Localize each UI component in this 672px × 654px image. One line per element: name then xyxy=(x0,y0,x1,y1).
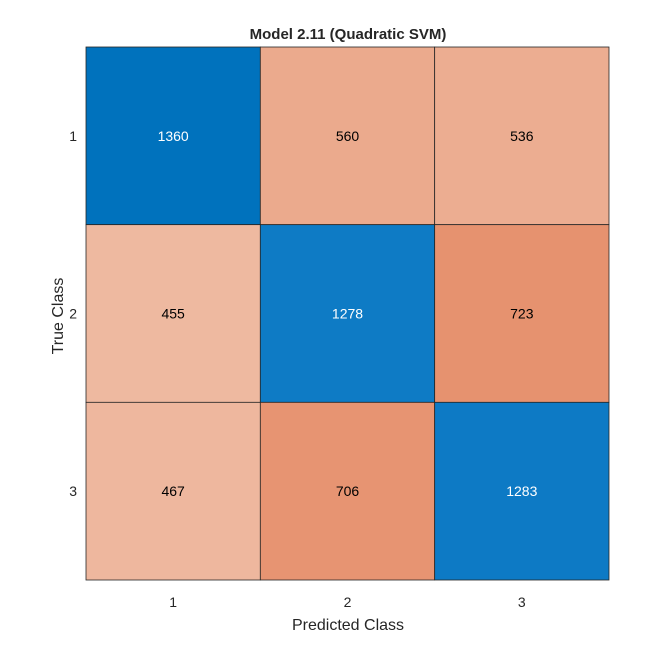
cell-value-3-1: 467 xyxy=(161,483,185,499)
matrix-cell-1-1 xyxy=(85,46,261,226)
x-tick-label: 2 xyxy=(344,594,352,610)
cell-value-1-1: 1360 xyxy=(158,128,189,144)
matrix-cells: 1360 560 536 455 1278 723 467 706 1283 xyxy=(85,46,610,581)
y-axis-label: True Class xyxy=(50,278,67,355)
cell-value-1-3: 536 xyxy=(510,128,534,144)
matrix-cell-2-3 xyxy=(434,224,610,403)
matrix-cell-1-3 xyxy=(434,46,610,226)
matrix-cell-2-1 xyxy=(85,224,261,403)
y-tick-label: 3 xyxy=(69,483,77,499)
chart-title: Model 2.11 (Quadratic SVM) xyxy=(250,26,447,43)
matrix-cell-3-3 xyxy=(434,401,610,581)
matrix-cell-3-1 xyxy=(85,401,261,581)
matrix-cell-1-2 xyxy=(259,46,436,226)
x-axis-label: Predicted Class xyxy=(292,617,404,634)
cell-value-2-3: 723 xyxy=(510,306,534,322)
x-tick-label: 1 xyxy=(169,594,177,610)
matrix-cell-2-2 xyxy=(259,224,436,403)
cell-value-3-2: 706 xyxy=(336,483,360,499)
y-tick-label: 1 xyxy=(69,128,77,144)
x-tick-labels: 1 2 3 xyxy=(169,594,526,610)
matrix-cell-3-2 xyxy=(259,401,436,581)
y-tick-labels: 1 2 3 xyxy=(69,128,77,499)
y-tick-label: 2 xyxy=(69,306,77,322)
cell-value-2-2: 1278 xyxy=(332,306,363,322)
cell-value-1-2: 560 xyxy=(336,128,360,144)
cell-value-3-3: 1283 xyxy=(506,483,537,499)
cell-value-2-1: 455 xyxy=(161,306,185,322)
x-tick-label: 3 xyxy=(518,594,526,610)
